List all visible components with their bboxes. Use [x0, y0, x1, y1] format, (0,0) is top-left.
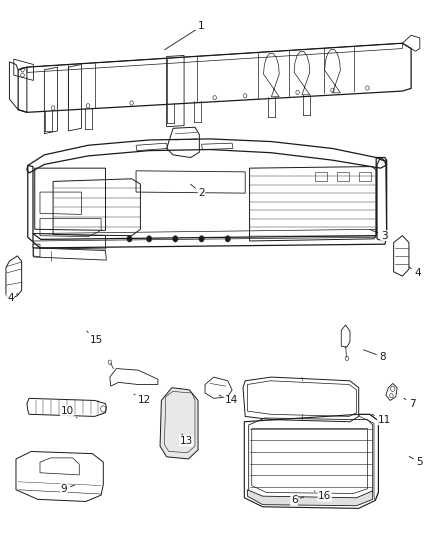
Text: 4: 4	[7, 293, 18, 303]
Text: 14: 14	[219, 395, 238, 406]
Text: 10: 10	[60, 406, 77, 418]
Text: 15: 15	[87, 331, 103, 345]
Text: 2: 2	[191, 184, 205, 198]
Text: 8: 8	[364, 350, 386, 362]
Text: 4: 4	[409, 267, 421, 278]
Circle shape	[127, 236, 132, 242]
Circle shape	[173, 236, 178, 242]
Text: 11: 11	[372, 414, 391, 425]
Circle shape	[199, 236, 204, 242]
Text: 6: 6	[291, 495, 304, 505]
Text: 5: 5	[409, 457, 423, 467]
Text: 12: 12	[134, 394, 152, 406]
Text: 3: 3	[370, 229, 387, 241]
Polygon shape	[247, 490, 373, 506]
Text: 9: 9	[61, 484, 74, 494]
Polygon shape	[160, 387, 198, 459]
Text: 16: 16	[314, 491, 331, 501]
Circle shape	[147, 236, 152, 242]
Text: 7: 7	[404, 398, 415, 409]
Text: 1: 1	[165, 21, 205, 50]
Circle shape	[225, 236, 230, 242]
Text: 13: 13	[180, 434, 193, 446]
